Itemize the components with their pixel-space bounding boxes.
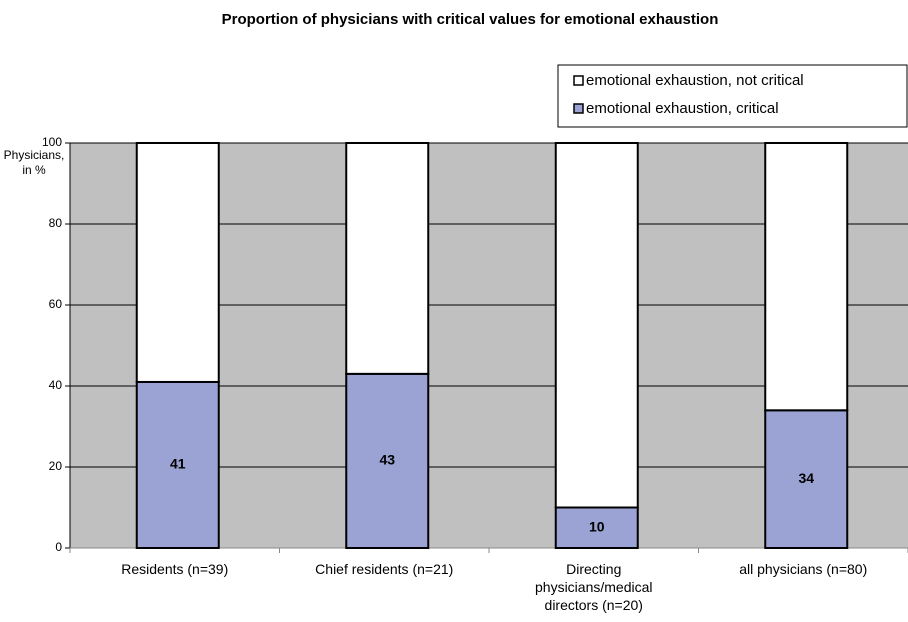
chart-title: Proportion of physicians with critical v… bbox=[222, 11, 719, 28]
y-tick-label: 100 bbox=[42, 135, 62, 149]
data-label: 43 bbox=[379, 452, 395, 468]
bar-segment bbox=[345, 142, 430, 375]
y-tick-label: 40 bbox=[49, 378, 63, 392]
x-tick-label: Directing physicians/medical directors (… bbox=[535, 561, 653, 613]
bar-segment bbox=[554, 506, 639, 549]
legend-swatch bbox=[573, 103, 584, 114]
x-tick-label: all physicians (n=80) bbox=[739, 561, 868, 577]
y-tick-label: 20 bbox=[49, 459, 63, 473]
data-label: 10 bbox=[589, 518, 605, 534]
bar-segment bbox=[554, 142, 639, 509]
y-tick-label: 80 bbox=[49, 216, 63, 230]
x-tick-label: Chief residents (n=21) bbox=[315, 561, 454, 577]
x-tick-label: Residents (n=39) bbox=[121, 561, 229, 577]
legend-box bbox=[557, 64, 908, 128]
y-tick-label: 0 bbox=[55, 540, 62, 554]
bar-segment bbox=[135, 142, 220, 383]
y-tick-label: 60 bbox=[49, 297, 63, 311]
bar-segment bbox=[345, 372, 430, 549]
legend-label: emotional exhaustion, not critical bbox=[586, 72, 804, 89]
legend-label: emotional exhaustion, critical bbox=[586, 100, 779, 117]
data-label: 34 bbox=[798, 470, 814, 486]
data-label: 41 bbox=[170, 456, 186, 472]
bar-segment bbox=[764, 142, 849, 412]
bar-segment bbox=[764, 409, 849, 549]
bar-segment bbox=[135, 380, 220, 550]
y-axis-label: Physicians, in % bbox=[3, 148, 65, 177]
legend-swatch bbox=[573, 75, 584, 86]
